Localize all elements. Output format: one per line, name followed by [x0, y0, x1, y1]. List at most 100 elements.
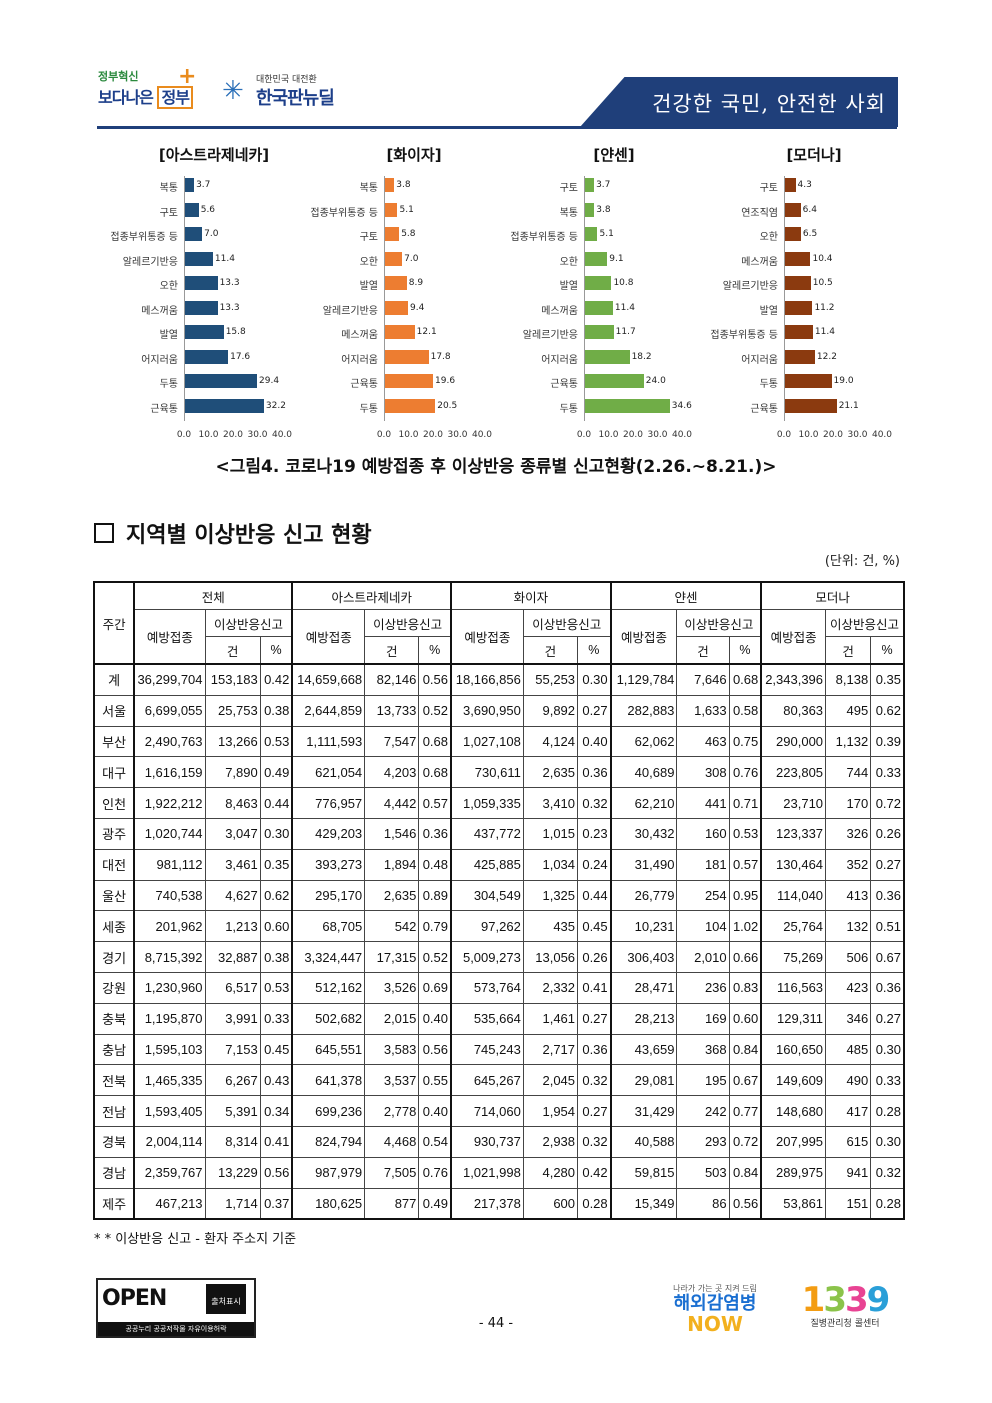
bar [385, 276, 407, 290]
x-tick-label: 10.0 [798, 430, 819, 440]
value-cell: 97,262 [450, 910, 524, 943]
th-group: 얀센 [610, 581, 763, 610]
open-caption: 공공누리 공공저작물 자유이용허락 [98, 1322, 254, 1336]
value-cell: 0.83 [728, 971, 763, 1004]
data-label: 24.0 [645, 376, 666, 386]
value-cell: 0.68 [418, 756, 453, 789]
value-cell: 0.53 [259, 725, 294, 758]
value-cell: 6,517 [204, 971, 261, 1004]
value-cell: 9,892 [522, 694, 579, 727]
value-cell: 0.62 [870, 694, 905, 727]
region-cell: 대전 [93, 848, 136, 881]
table-row: 충남 1,595,103 7,153 0.45 645,551 3,583 0.56 745,… [93, 1033, 905, 1066]
value-cell: 75,269 [760, 941, 827, 973]
value-cell: 123,337 [760, 817, 827, 850]
th-group: 아스트라제네카 [291, 581, 453, 610]
value-cell: 506 [825, 941, 872, 973]
value-cell: 4,280 [522, 1156, 579, 1189]
data-label: 5.1 [399, 204, 414, 215]
value-cell: 740,538 [133, 879, 206, 912]
bar [185, 276, 218, 290]
data-label: 3.8 [396, 180, 411, 190]
value-cell: 1,059,335 [450, 787, 524, 819]
value-cell: 13,266 [204, 725, 261, 758]
data-label: 32.2 [265, 400, 286, 411]
value-cell: 0.79 [418, 910, 453, 943]
bar [785, 300, 813, 315]
value-cell: 621,054 [291, 756, 366, 789]
value-cell: 0.32 [870, 1156, 905, 1189]
value-cell: 2,010 [676, 941, 730, 973]
regional-report-table: 주간 전체 아스트라제네카 화이자 얀센 모더나 예방접종 이상반응신고 예방접종 이… [93, 581, 905, 1221]
category-label: 근육통 [150, 403, 178, 415]
data-label: 12.1 [416, 327, 437, 337]
value-cell: 2,938 [522, 1125, 579, 1158]
x-tick-label: 10.0 [598, 430, 619, 440]
region-cell: 충남 [93, 1033, 136, 1066]
value-cell: 600 [522, 1187, 579, 1220]
open-text: OPEN [102, 1286, 167, 1311]
now-line2: NOW [687, 1312, 743, 1336]
value-cell: 1,595,103 [133, 1033, 206, 1066]
value-cell: 8,314 [204, 1125, 261, 1158]
category-label: 구토 [559, 183, 578, 194]
value-cell: 368 [676, 1033, 730, 1066]
x-tick-label: 20.0 [822, 430, 844, 440]
x-tick-label: 0.0 [576, 430, 592, 440]
value-cell: 0.33 [259, 1002, 294, 1035]
data-label: 10.8 [613, 278, 634, 288]
c1339-digit: 3 [823, 1280, 847, 1320]
value-cell: 0.60 [728, 1002, 763, 1035]
value-cell: 0.32 [577, 787, 612, 819]
value-cell: 149,609 [760, 1064, 827, 1097]
data-label: 13.3 [219, 278, 240, 288]
value-cell: 0.30 [577, 663, 612, 696]
value-cell: 62,062 [610, 725, 678, 758]
th-vaccinations: 예방접종 [450, 609, 524, 665]
bar [385, 325, 415, 339]
value-cell: 4,203 [364, 756, 420, 789]
data-label: 9.4 [410, 302, 425, 313]
value-cell: 0.26 [577, 941, 612, 973]
value-cell: 5,391 [204, 1095, 261, 1127]
value-cell: 0.43 [259, 1064, 294, 1097]
value-cell: 201,962 [133, 910, 206, 943]
value-cell: 80,363 [760, 694, 827, 727]
data-label: 6.4 [802, 204, 817, 215]
value-cell: 0.26 [870, 817, 905, 850]
table-row: 세종 201,962 1,213 0.60 68,705 542 0.79 97,262 435… [93, 910, 905, 943]
header-rule [97, 126, 897, 129]
value-cell: 730,611 [450, 756, 524, 789]
value-cell: 169 [676, 1002, 730, 1035]
region-cell: 경북 [93, 1125, 136, 1158]
value-cell: 2,635 [364, 879, 420, 912]
value-cell: 28,213 [610, 1002, 678, 1035]
data-label: 10.4 [812, 253, 833, 264]
table-row: 강원 1,230,960 6,517 0.53 512,162 3,526 0.69 573,… [93, 971, 905, 1004]
value-cell: 0.45 [259, 1033, 294, 1066]
table-row: 제주 467,213 1,714 0.37 180,625 877 0.49 217,378 6… [93, 1187, 905, 1220]
region-cell: 경남 [93, 1156, 136, 1189]
bar [385, 251, 403, 266]
value-cell: 31,429 [610, 1095, 678, 1127]
th-count: 건 [364, 636, 420, 665]
value-cell: 744 [825, 756, 872, 789]
value-cell: 0.33 [870, 1064, 905, 1097]
value-cell: 0.49 [418, 1187, 453, 1220]
category-label: 발열 [759, 305, 778, 317]
category-label: 두통 [759, 379, 778, 390]
region-cell: 광주 [93, 817, 136, 850]
logo2-line1: 대한민국 대전환 [256, 75, 317, 85]
value-cell: 0.28 [870, 1095, 905, 1127]
value-cell: 745,243 [450, 1033, 524, 1066]
data-label: 5.1 [599, 229, 614, 239]
value-cell: 2,343,396 [760, 663, 827, 696]
value-cell: 7,890 [204, 756, 261, 789]
value-cell: 180,625 [291, 1187, 366, 1220]
chart-axis [384, 176, 385, 421]
value-cell: 3,461 [204, 848, 261, 881]
value-cell: 8,715,392 [133, 941, 206, 973]
x-tick-label: 40.0 [471, 430, 493, 440]
value-cell: 31,490 [610, 848, 678, 881]
value-cell: 512,162 [291, 971, 366, 1004]
